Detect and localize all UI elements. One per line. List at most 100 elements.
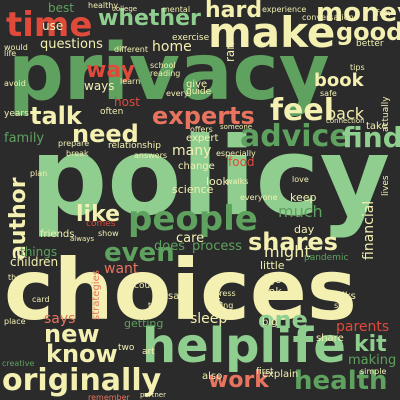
word-health: health xyxy=(294,366,388,396)
word-science: science xyxy=(172,183,214,196)
word-relationship: relationship xyxy=(108,141,161,151)
word-mental: mental xyxy=(162,5,191,14)
word-new: new xyxy=(44,320,100,348)
word-privacy: privacy xyxy=(8,28,330,118)
word-prepare: prepare xyxy=(58,139,90,148)
word-fun: fun xyxy=(376,9,391,19)
word-explain: explain xyxy=(262,369,299,380)
word-best: best xyxy=(48,1,74,15)
word-way: way xyxy=(86,58,135,83)
word-even: even xyxy=(104,238,175,268)
word-exercise: exercise xyxy=(172,33,210,43)
word-simple: simple xyxy=(360,367,387,376)
word-questions: questions xyxy=(40,37,103,52)
word-change: change xyxy=(178,161,215,172)
word-everyone: everyone xyxy=(240,193,278,202)
word-say: say xyxy=(168,291,186,302)
word-people: people xyxy=(128,199,258,239)
word-look: look xyxy=(206,175,229,188)
word-expert: expert xyxy=(186,133,219,144)
word-think: think xyxy=(254,285,282,298)
word-therapist: therapist xyxy=(8,273,44,282)
word-use: use xyxy=(42,19,64,33)
word-remember: remember xyxy=(88,393,130,400)
word-offers: offers xyxy=(190,125,213,134)
word-actually: actually xyxy=(381,96,391,132)
word-safe: safe xyxy=(320,89,337,98)
word-getting: getting xyxy=(124,317,164,330)
word-says: says xyxy=(44,311,76,327)
word-hard: hard xyxy=(205,0,263,23)
word-tell: tell xyxy=(148,301,161,310)
word-especially: especially xyxy=(216,149,256,158)
word-talk: talk xyxy=(30,102,82,130)
word-love: love xyxy=(292,175,309,184)
word-like: like xyxy=(76,202,121,227)
word-stress: stress xyxy=(212,289,236,298)
word-food: food xyxy=(228,155,255,169)
word-creative: creative xyxy=(2,359,35,368)
word-know: know xyxy=(46,340,118,368)
word-time: time xyxy=(6,5,93,45)
word-show: show xyxy=(98,229,119,238)
word-keep: keep xyxy=(290,191,317,204)
word-host: host xyxy=(114,95,140,109)
word-choices: choices xyxy=(4,241,357,339)
word-whether: whether xyxy=(98,6,201,31)
word-got: got xyxy=(268,273,287,286)
word-take: take xyxy=(366,121,388,132)
word-strategies: strategies xyxy=(91,270,102,320)
word-advice: advice xyxy=(240,119,350,154)
word-much: much xyxy=(278,202,323,221)
word-healthy: healthy xyxy=(88,1,119,10)
word-tips: tips xyxy=(350,63,365,72)
word-kit: kit xyxy=(354,332,387,357)
word-different: different xyxy=(114,45,148,54)
word-shares: shares xyxy=(248,228,338,256)
word-better: better xyxy=(356,39,384,49)
word-talking: talking xyxy=(206,301,234,310)
word-walks: walks xyxy=(226,177,249,186)
word-partner: partner xyxy=(140,391,166,399)
word-helplife: helplife xyxy=(142,318,346,374)
word-college: college xyxy=(112,5,138,13)
word-things: things xyxy=(20,245,58,259)
word-ran: ran xyxy=(223,42,237,62)
word-family: family xyxy=(4,131,45,146)
word-often: often xyxy=(100,107,124,117)
word-little: little xyxy=(260,259,285,272)
word-break: break xyxy=(66,149,89,158)
word-parents: parents xyxy=(336,319,390,335)
word-process: process xyxy=(192,239,242,254)
word-learn: learn xyxy=(120,77,141,86)
word-give: give xyxy=(186,79,208,90)
word-day: day xyxy=(294,223,315,236)
word-life: life xyxy=(4,49,17,58)
word-years: years xyxy=(4,109,29,119)
word-reading: reading xyxy=(150,69,181,78)
word-art: art xyxy=(142,347,155,357)
word-work: work xyxy=(208,368,269,393)
word-pandemic: pandemic xyxy=(304,253,349,263)
word-experts: experts xyxy=(152,102,255,130)
word-book: book xyxy=(314,70,364,91)
word-one: one xyxy=(258,306,308,334)
word-making: making xyxy=(348,353,397,368)
word-back: back xyxy=(326,104,365,123)
word-make: make xyxy=(208,8,336,57)
word-need: need xyxy=(72,120,139,148)
word-friends: friends xyxy=(40,229,75,240)
word-place: place xyxy=(4,317,26,326)
word-many: many xyxy=(172,143,212,159)
word-social: social xyxy=(316,311,339,320)
word-lives: lives xyxy=(381,175,391,196)
word-could: could xyxy=(134,281,159,291)
word-first: first xyxy=(256,367,274,377)
word-school: school xyxy=(150,61,176,70)
word-answers: answers xyxy=(134,151,168,160)
word-good: good xyxy=(336,18,400,46)
word-conversations: conversations xyxy=(302,13,358,22)
word-share: share xyxy=(316,333,344,344)
word-someone: someone xyxy=(220,123,253,131)
